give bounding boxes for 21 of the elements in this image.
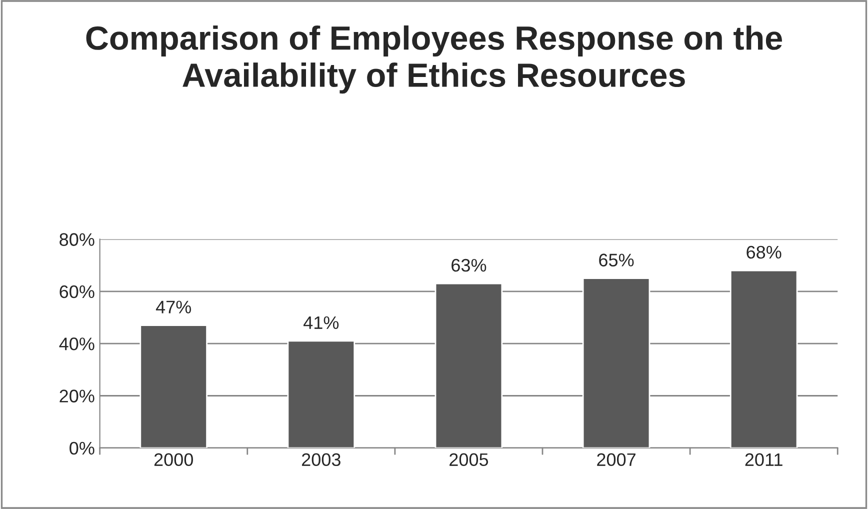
- data-label: 65%: [599, 254, 634, 266]
- y-tick-label: 40%: [59, 338, 94, 350]
- bar: [140, 324, 208, 448]
- bar: [730, 270, 798, 448]
- y-tick-label: 80%: [60, 233, 94, 246]
- chart-title: Comparison of Employees Response on the Availability of Ethics Resources: [86, 25, 782, 94]
- x-tick-label: 2007: [597, 453, 636, 466]
- y-tick-label: 20%: [60, 390, 94, 402]
- data-label: 68%: [746, 246, 782, 259]
- data-label: 47%: [156, 300, 192, 314]
- data-label: 63%: [452, 258, 486, 272]
- data-label: 41%: [304, 316, 339, 329]
- y-tick-label: 0%: [70, 442, 94, 455]
- x-tick-label: 2011: [745, 453, 782, 466]
- bar: [434, 282, 503, 448]
- x-tick-label: 2003: [302, 453, 340, 466]
- x-tick-label: 2000: [154, 453, 193, 466]
- x-tick-label: 2005: [450, 453, 488, 466]
- bar: [582, 278, 650, 448]
- y-tick-label: 60%: [60, 285, 94, 298]
- bar: [287, 340, 356, 448]
